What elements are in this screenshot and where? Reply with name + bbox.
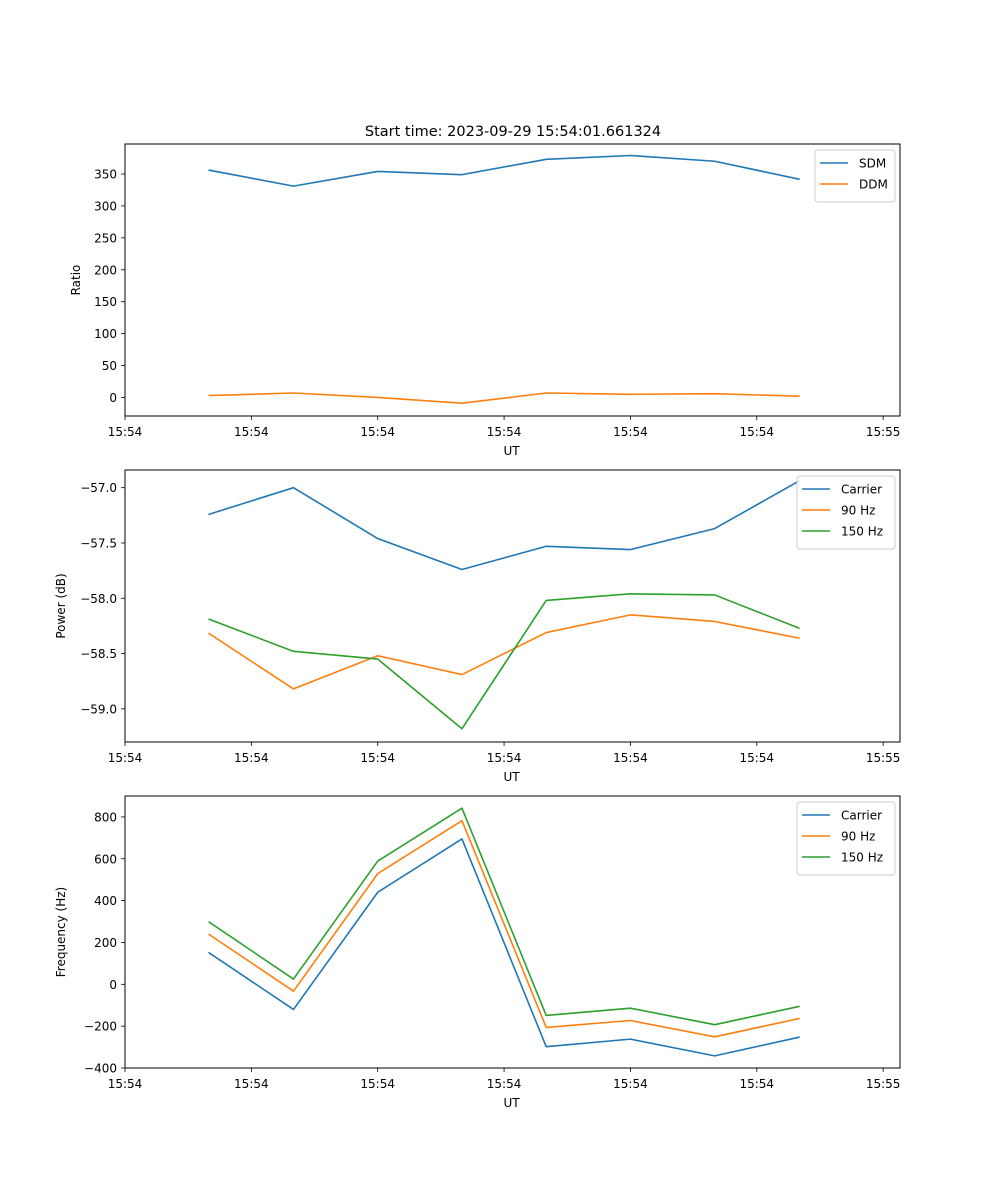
frequency-x-tick-label: 15:54 bbox=[234, 1077, 269, 1091]
frequency-x-tick-label: 15:54 bbox=[360, 1077, 395, 1091]
power-y-tick-label: −57.0 bbox=[80, 481, 117, 495]
ratio-x-axis-label: UT bbox=[503, 444, 520, 458]
frequency-legend-label-90-hz: 90 Hz bbox=[841, 830, 875, 844]
frequency-series-carrier bbox=[208, 838, 800, 1057]
ratio-series-ddm bbox=[208, 392, 800, 405]
frequency-x-tick-label: 15:55 bbox=[866, 1077, 901, 1091]
power-legend: Carrier 90 Hz 150 Hz bbox=[796, 475, 896, 550]
frequency-y-tick-label: −200 bbox=[84, 1020, 117, 1034]
power-y-tick-label: −58.5 bbox=[80, 647, 117, 661]
frequency-y-tick-label: −400 bbox=[84, 1062, 117, 1076]
ratio-y-tick-label: 100 bbox=[94, 327, 117, 341]
frequency-legend-label-150-hz: 150 Hz bbox=[841, 851, 883, 865]
ratio-legend-label-ddm: DDM bbox=[859, 178, 888, 192]
ratio-x-tick-label: 15:54 bbox=[234, 425, 269, 439]
ratio-x-tick-label: 15:54 bbox=[487, 425, 522, 439]
figure-title: Start time: 2023-09-29 15:54:01.661324 bbox=[365, 124, 661, 140]
power-y-tick-label: −58.0 bbox=[80, 592, 117, 606]
power-y-tick-label: −59.0 bbox=[80, 702, 117, 716]
power-x-tick-label: 15:54 bbox=[613, 751, 648, 765]
ratio-y-tick-label: 300 bbox=[94, 199, 117, 213]
ratio-panel: 15:54 15:54 15:54 15:54 15:54 15:54 15:55 0 50 10… bbox=[69, 143, 901, 458]
power-series-90-hz bbox=[208, 614, 800, 690]
frequency-x-tick-label: 15:54 bbox=[487, 1077, 522, 1091]
ratio-y-tick-label: 50 bbox=[102, 359, 117, 373]
power-legend-label-150-hz: 150 Hz bbox=[841, 525, 883, 539]
frequency-y-tick-label: 400 bbox=[94, 894, 117, 908]
ratio-series-sdm bbox=[208, 154, 800, 187]
power-y-tick-label: −57.5 bbox=[80, 536, 117, 550]
ratio-y-tick-label: 150 bbox=[94, 295, 117, 309]
frequency-panel: 15:54 15:54 15:54 15:54 15:54 15:54 15:55 −400 −… bbox=[54, 795, 901, 1110]
ratio-y-tick-label: 0 bbox=[109, 391, 117, 405]
power-x-tick-label: 15:54 bbox=[739, 751, 774, 765]
frequency-y-tick-label: 600 bbox=[94, 852, 117, 866]
frequency-x-axis-label: UT bbox=[503, 1096, 520, 1110]
power-x-tick-label: 15:54 bbox=[234, 751, 269, 765]
frequency-legend-label-carrier: Carrier bbox=[841, 809, 882, 823]
frequency-x-tick-label: 15:54 bbox=[108, 1077, 143, 1091]
ratio-legend-label-sdm: SDM bbox=[859, 157, 886, 171]
power-x-axis-label: UT bbox=[503, 770, 520, 784]
power-panel: 15:54 15:54 15:54 15:54 15:54 15:54 15:55 −59.0… bbox=[54, 469, 901, 784]
frequency-x-tick-label: 15:54 bbox=[613, 1077, 648, 1091]
power-series-150-hz bbox=[208, 593, 800, 730]
ratio-x-tick-label: 15:55 bbox=[866, 425, 901, 439]
power-x-tick-label: 15:54 bbox=[360, 751, 395, 765]
frequency-y-axis-label: Frequency (Hz) bbox=[54, 887, 68, 978]
power-axes-frame bbox=[124, 469, 901, 743]
power-series-carrier bbox=[208, 479, 800, 571]
ratio-y-tick-label: 350 bbox=[94, 168, 117, 182]
power-legend-label-90-hz: 90 Hz bbox=[841, 504, 875, 518]
ratio-y-tick-label: 250 bbox=[94, 231, 117, 245]
ratio-x-tick-label: 15:54 bbox=[108, 425, 143, 439]
frequency-axes-frame bbox=[124, 795, 901, 1069]
ratio-axes-frame bbox=[124, 143, 901, 417]
ratio-x-tick-label: 15:54 bbox=[613, 425, 648, 439]
ratio-x-tick-label: 15:54 bbox=[360, 425, 395, 439]
ratio-legend: SDM DDM bbox=[814, 149, 896, 203]
frequency-y-tick-label: 200 bbox=[94, 936, 117, 950]
power-x-tick-label: 15:54 bbox=[108, 751, 143, 765]
frequency-series-90-hz bbox=[208, 819, 800, 1038]
ratio-y-tick-label: 200 bbox=[94, 263, 117, 277]
power-x-tick-label: 15:54 bbox=[487, 751, 522, 765]
power-x-tick-label: 15:55 bbox=[866, 751, 901, 765]
frequency-legend: Carrier 90 Hz 150 Hz bbox=[796, 801, 896, 876]
frequency-y-tick-label: 800 bbox=[94, 810, 117, 824]
frequency-x-tick-label: 15:54 bbox=[739, 1077, 774, 1091]
power-y-axis-label: Power (dB) bbox=[54, 573, 68, 638]
frequency-series-150-hz bbox=[208, 807, 800, 1026]
ratio-y-axis-label: Ratio bbox=[69, 265, 83, 296]
ratio-x-tick-label: 15:54 bbox=[739, 425, 774, 439]
frequency-y-tick-label: 0 bbox=[109, 978, 117, 992]
power-legend-label-carrier: Carrier bbox=[841, 483, 882, 497]
